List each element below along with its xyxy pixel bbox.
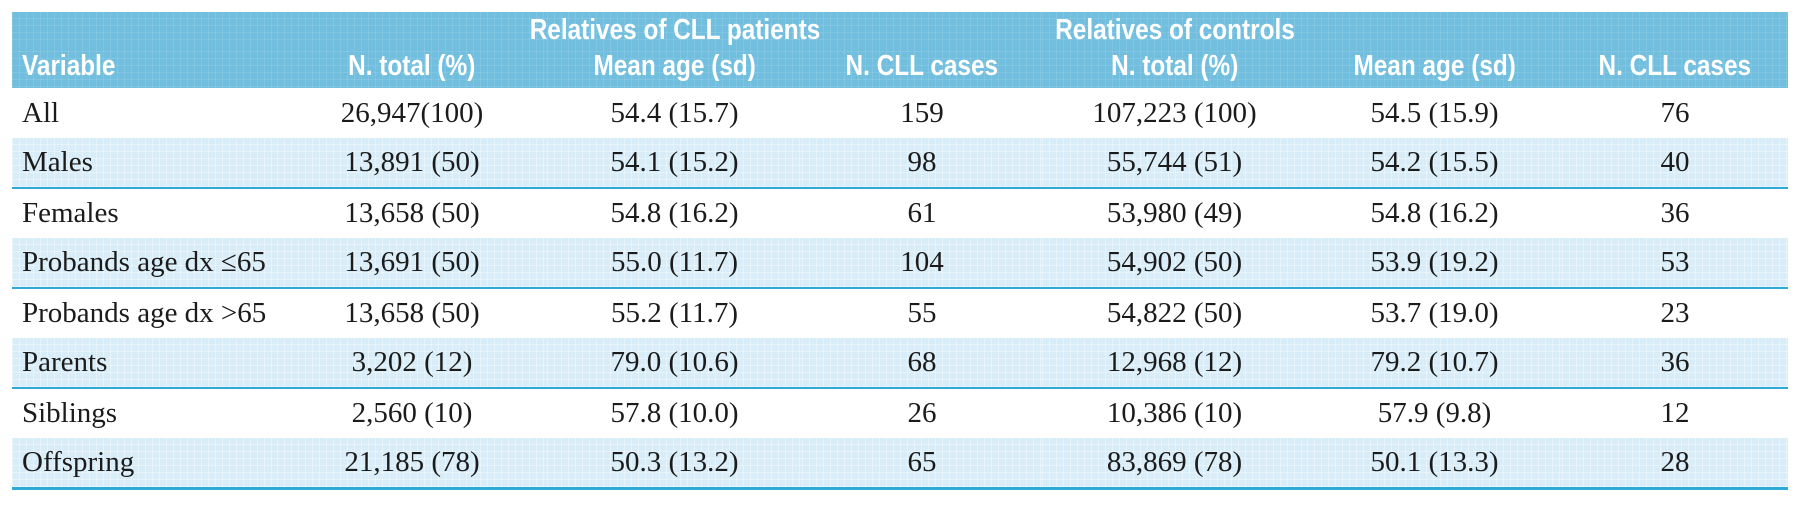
table-row: Parents 3,202 (12) 79.0 (10.6) 68 12,968 (12… [12, 338, 1788, 389]
row-value-cell: 98 [802, 138, 1042, 189]
row-value-cell: 55 [802, 288, 1042, 338]
row-value-cell: 104 [802, 238, 1042, 289]
row-variable-cell: Probands age dx >65 [12, 288, 277, 338]
row-value-cell: 2,560 (10) [277, 388, 547, 438]
row-value-cell: 54.1 (15.2) [547, 138, 802, 189]
row-value-cell: 79.2 (10.7) [1307, 338, 1562, 389]
row-value-cell: 55.2 (11.7) [547, 288, 802, 338]
row-variable-cell: Females [12, 188, 277, 238]
table-row: Females 13,658 (50) 54.8 (16.2) 61 53,980 (4… [12, 188, 1788, 238]
row-variable-cell: Probands age dx ≤65 [12, 238, 277, 289]
row-value-cell: 54.8 (16.2) [1307, 188, 1562, 238]
col-header-ncases-controls: N. CLL cases [1562, 45, 1788, 88]
row-value-cell: 10,386 (10) [1042, 388, 1307, 438]
group-header-controls-label: Relatives of controls [1054, 13, 1295, 46]
row-value-cell: 159 [802, 88, 1042, 138]
row-value-cell: 55,744 (51) [1042, 138, 1307, 189]
row-value-cell: 36 [1562, 338, 1788, 389]
row-value-cell: 26 [802, 388, 1042, 438]
row-value-cell: 40 [1562, 138, 1788, 189]
table-row: Offspring 21,185 (78) 50.3 (13.2) 65 83,869 … [12, 438, 1788, 490]
table-row: All 26,947(100) 54.4 (15.7) 159 107,223 (100… [12, 88, 1788, 138]
table-row: Siblings 2,560 (10) 57.8 (10.0) 26 10,386 (1… [12, 388, 1788, 438]
row-value-cell: 28 [1562, 438, 1788, 490]
col-header-meanage-cll-label: Mean age (sd) [593, 49, 756, 82]
table-row: Probands age dx ≤65 13,691 (50) 55.0 (11.7… [12, 238, 1788, 289]
row-variable-cell: All [12, 88, 277, 138]
group-header-spacer [12, 12, 277, 45]
row-value-cell: 50.1 (13.3) [1307, 438, 1562, 490]
table-header: Relatives of CLL patients Relatives of c… [12, 12, 1788, 88]
group-header-spacer [277, 12, 547, 45]
col-header-meanage-cll: Mean age (sd) [547, 45, 802, 88]
row-value-cell: 23 [1562, 288, 1788, 338]
group-header-spacer [1562, 12, 1788, 45]
row-value-cell: 12,968 (12) [1042, 338, 1307, 389]
row-value-cell: 3,202 (12) [277, 338, 547, 389]
row-value-cell: 54.2 (15.5) [1307, 138, 1562, 189]
row-value-cell: 53 [1562, 238, 1788, 289]
row-value-cell: 54,902 (50) [1042, 238, 1307, 289]
row-value-cell: 68 [802, 338, 1042, 389]
row-value-cell: 57.9 (9.8) [1307, 388, 1562, 438]
row-value-cell: 65 [802, 438, 1042, 490]
col-header-variable-label: Variable [22, 49, 116, 82]
row-value-cell: 50.3 (13.2) [547, 438, 802, 490]
col-header-ntotal-controls-label: N. total (%) [1110, 49, 1239, 82]
row-value-cell: 83,869 (78) [1042, 438, 1307, 490]
col-header-meanage-controls: Mean age (sd) [1307, 45, 1562, 88]
col-header-variable: Variable [12, 45, 277, 88]
row-value-cell: 54.5 (15.9) [1307, 88, 1562, 138]
col-header-ntotal-cll-label: N. total (%) [348, 49, 476, 82]
col-header-ncases-cll-label: N. CLL cases [845, 49, 999, 82]
group-header-spacer [802, 12, 1042, 45]
col-header-ncases-controls-label: N. CLL cases [1598, 49, 1752, 82]
row-value-cell: 55.0 (11.7) [547, 238, 802, 289]
row-value-cell: 13,658 (50) [277, 288, 547, 338]
row-variable-cell: Males [12, 138, 277, 189]
row-value-cell: 54.8 (16.2) [547, 188, 802, 238]
row-value-cell: 13,891 (50) [277, 138, 547, 189]
row-variable-cell: Offspring [12, 438, 277, 490]
row-value-cell: 107,223 (100) [1042, 88, 1307, 138]
row-value-cell: 13,658 (50) [277, 188, 547, 238]
row-value-cell: 26,947(100) [277, 88, 547, 138]
row-value-cell: 76 [1562, 88, 1788, 138]
table-body: All 26,947(100) 54.4 (15.7) 159 107,223 (100… [12, 88, 1788, 490]
row-value-cell: 54,822 (50) [1042, 288, 1307, 338]
group-header-cll-cell: Relatives of CLL patients [529, 12, 820, 45]
col-header-ntotal-cll: N. total (%) [277, 45, 547, 88]
row-value-cell: 53.7 (19.0) [1307, 288, 1562, 338]
group-header-spacer [1307, 12, 1562, 45]
group-header-controls-cell: Relatives of controls [1042, 12, 1307, 45]
row-value-cell: 53,980 (49) [1042, 188, 1307, 238]
relatives-table: Relatives of CLL patients Relatives of c… [12, 12, 1788, 490]
row-value-cell: 36 [1562, 188, 1788, 238]
group-header-cll-label: Relatives of CLL patients [529, 13, 820, 46]
table-row: Males 13,891 (50) 54.1 (15.2) 98 55,744 (51)… [12, 138, 1788, 189]
row-variable-cell: Siblings [12, 388, 277, 438]
row-value-cell: 53.9 (19.2) [1307, 238, 1562, 289]
row-variable-cell: Parents [12, 338, 277, 389]
row-value-cell: 57.8 (10.0) [547, 388, 802, 438]
col-header-meanage-controls-label: Mean age (sd) [1353, 49, 1516, 82]
row-value-cell: 21,185 (78) [277, 438, 547, 490]
row-value-cell: 12 [1562, 388, 1788, 438]
table-row: Probands age dx >65 13,658 (50) 55.2 (11.7… [12, 288, 1788, 338]
row-value-cell: 79.0 (10.6) [547, 338, 802, 389]
row-value-cell: 13,691 (50) [277, 238, 547, 289]
column-header-row: Variable N. total (%) Mean age (sd) N. C… [12, 45, 1788, 88]
row-value-cell: 54.4 (15.7) [547, 88, 802, 138]
group-header-row: Relatives of CLL patients Relatives of c… [12, 12, 1788, 45]
row-value-cell: 61 [802, 188, 1042, 238]
col-header-ntotal-controls: N. total (%) [1042, 45, 1307, 88]
col-header-ncases-cll: N. CLL cases [802, 45, 1042, 88]
